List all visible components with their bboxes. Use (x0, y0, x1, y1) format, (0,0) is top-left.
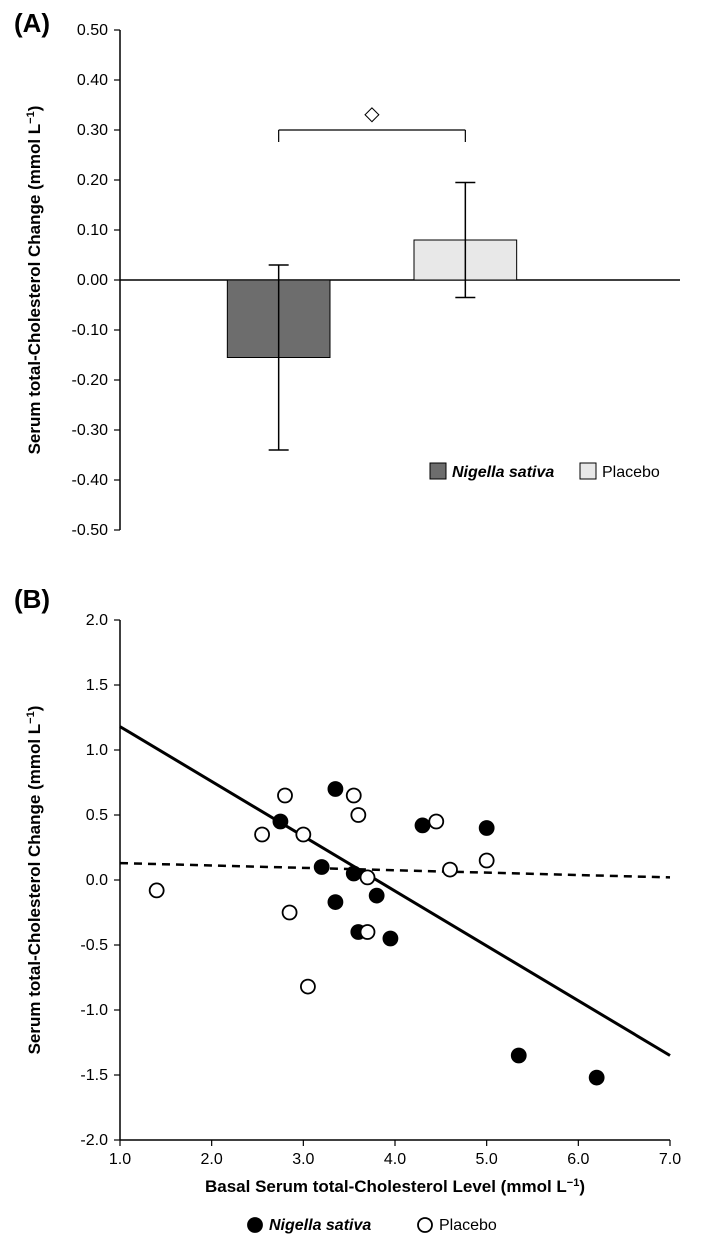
ytick-label: -1.0 (80, 1002, 108, 1019)
data-point (296, 828, 310, 842)
ytick-label: -2.0 (80, 1132, 108, 1149)
ytick-label: 0.5 (86, 807, 108, 824)
data-point (347, 789, 361, 803)
xtick-label: 7.0 (659, 1151, 681, 1168)
x-axis-label: Basal Serum total-Cholesterol Level (mmo… (205, 1177, 585, 1196)
ytick-label: -0.20 (72, 372, 109, 389)
figure: (A) 0.50 0.40 0.30 0.20 0.10 0.00 -0.10 -0.20 -0… (0, 0, 709, 1238)
ytick-label: -0.30 (72, 422, 109, 439)
ytick-label: -0.10 (72, 322, 109, 339)
data-point (347, 867, 361, 881)
data-point (255, 828, 269, 842)
data-point (361, 925, 375, 939)
ytick-label: 2.0 (86, 612, 108, 629)
data-point (351, 808, 365, 822)
data-point (480, 854, 494, 868)
xtick-label: 4.0 (384, 1151, 406, 1168)
data-point (301, 980, 315, 994)
significance-marker: ◇ (364, 103, 380, 125)
panel-b-label: (B) (14, 584, 50, 615)
ytick-label: 1.5 (86, 677, 108, 694)
xtick-label: 5.0 (476, 1151, 498, 1168)
regression-line (120, 727, 670, 1056)
ytick-label: 0.20 (77, 172, 108, 189)
ytick-label: -0.40 (72, 472, 109, 489)
data-point (150, 883, 164, 897)
legend-label: Placebo (439, 1217, 497, 1234)
data-point (416, 818, 430, 832)
data-point (328, 895, 342, 909)
ytick-label: 0.30 (77, 122, 108, 139)
xtick-label: 2.0 (201, 1151, 223, 1168)
data-point (278, 789, 292, 803)
data-point (273, 815, 287, 829)
ytick-label: 1.0 (86, 742, 108, 759)
xtick-label: 6.0 (567, 1151, 589, 1168)
data-point (383, 932, 397, 946)
legend-swatch (430, 463, 446, 479)
xtick-label: 3.0 (292, 1151, 314, 1168)
panel-b: (B) 2.01.51.00.50.0-0.5-1.0-1.5-2.01.02.… (0, 580, 709, 1238)
xtick-label: 1.0 (109, 1151, 131, 1168)
ytick-label: 0.00 (77, 272, 108, 289)
data-point (361, 870, 375, 884)
ytick-label: 0.40 (77, 72, 108, 89)
regression-line (120, 863, 670, 877)
data-point (315, 860, 329, 874)
legend-label: Placebo (602, 464, 660, 481)
data-point (328, 782, 342, 796)
data-point (443, 863, 457, 877)
ytick-label: -0.5 (80, 937, 108, 954)
ytick-label: -1.5 (80, 1067, 108, 1084)
data-point (283, 906, 297, 920)
legend-label: Nigella sativa (452, 464, 554, 481)
data-point (590, 1071, 604, 1085)
ytick-label: 0.50 (77, 22, 108, 39)
ytick-label: 0.0 (86, 872, 108, 889)
panel-a: (A) 0.50 0.40 0.30 0.20 0.10 0.00 -0.10 -0.20 -0… (0, 0, 709, 580)
legend-swatch (580, 463, 596, 479)
ytick-label: 0.10 (77, 222, 108, 239)
panel-b-chart: 2.01.51.00.50.0-0.5-1.0-1.5-2.01.02.03.0… (0, 580, 709, 1238)
data-point (429, 815, 443, 829)
data-point (480, 821, 494, 835)
y-axis-label: Serum total-Cholesterol Change (mmol L−1… (25, 706, 44, 1055)
panel-a-label: (A) (14, 8, 50, 39)
panel-a-chart: 0.50 0.40 0.30 0.20 0.10 0.00 -0.10 -0.20 -0.30 -… (0, 0, 709, 580)
ytick-label: -0.50 (72, 522, 109, 539)
y-axis-label: Serum total-Cholesterol Change (mmol L−1… (25, 106, 44, 455)
legend-marker (248, 1218, 262, 1232)
legend-marker (418, 1218, 432, 1232)
legend-label: Nigella sativa (269, 1217, 371, 1234)
data-point (512, 1049, 526, 1063)
data-point (370, 889, 384, 903)
